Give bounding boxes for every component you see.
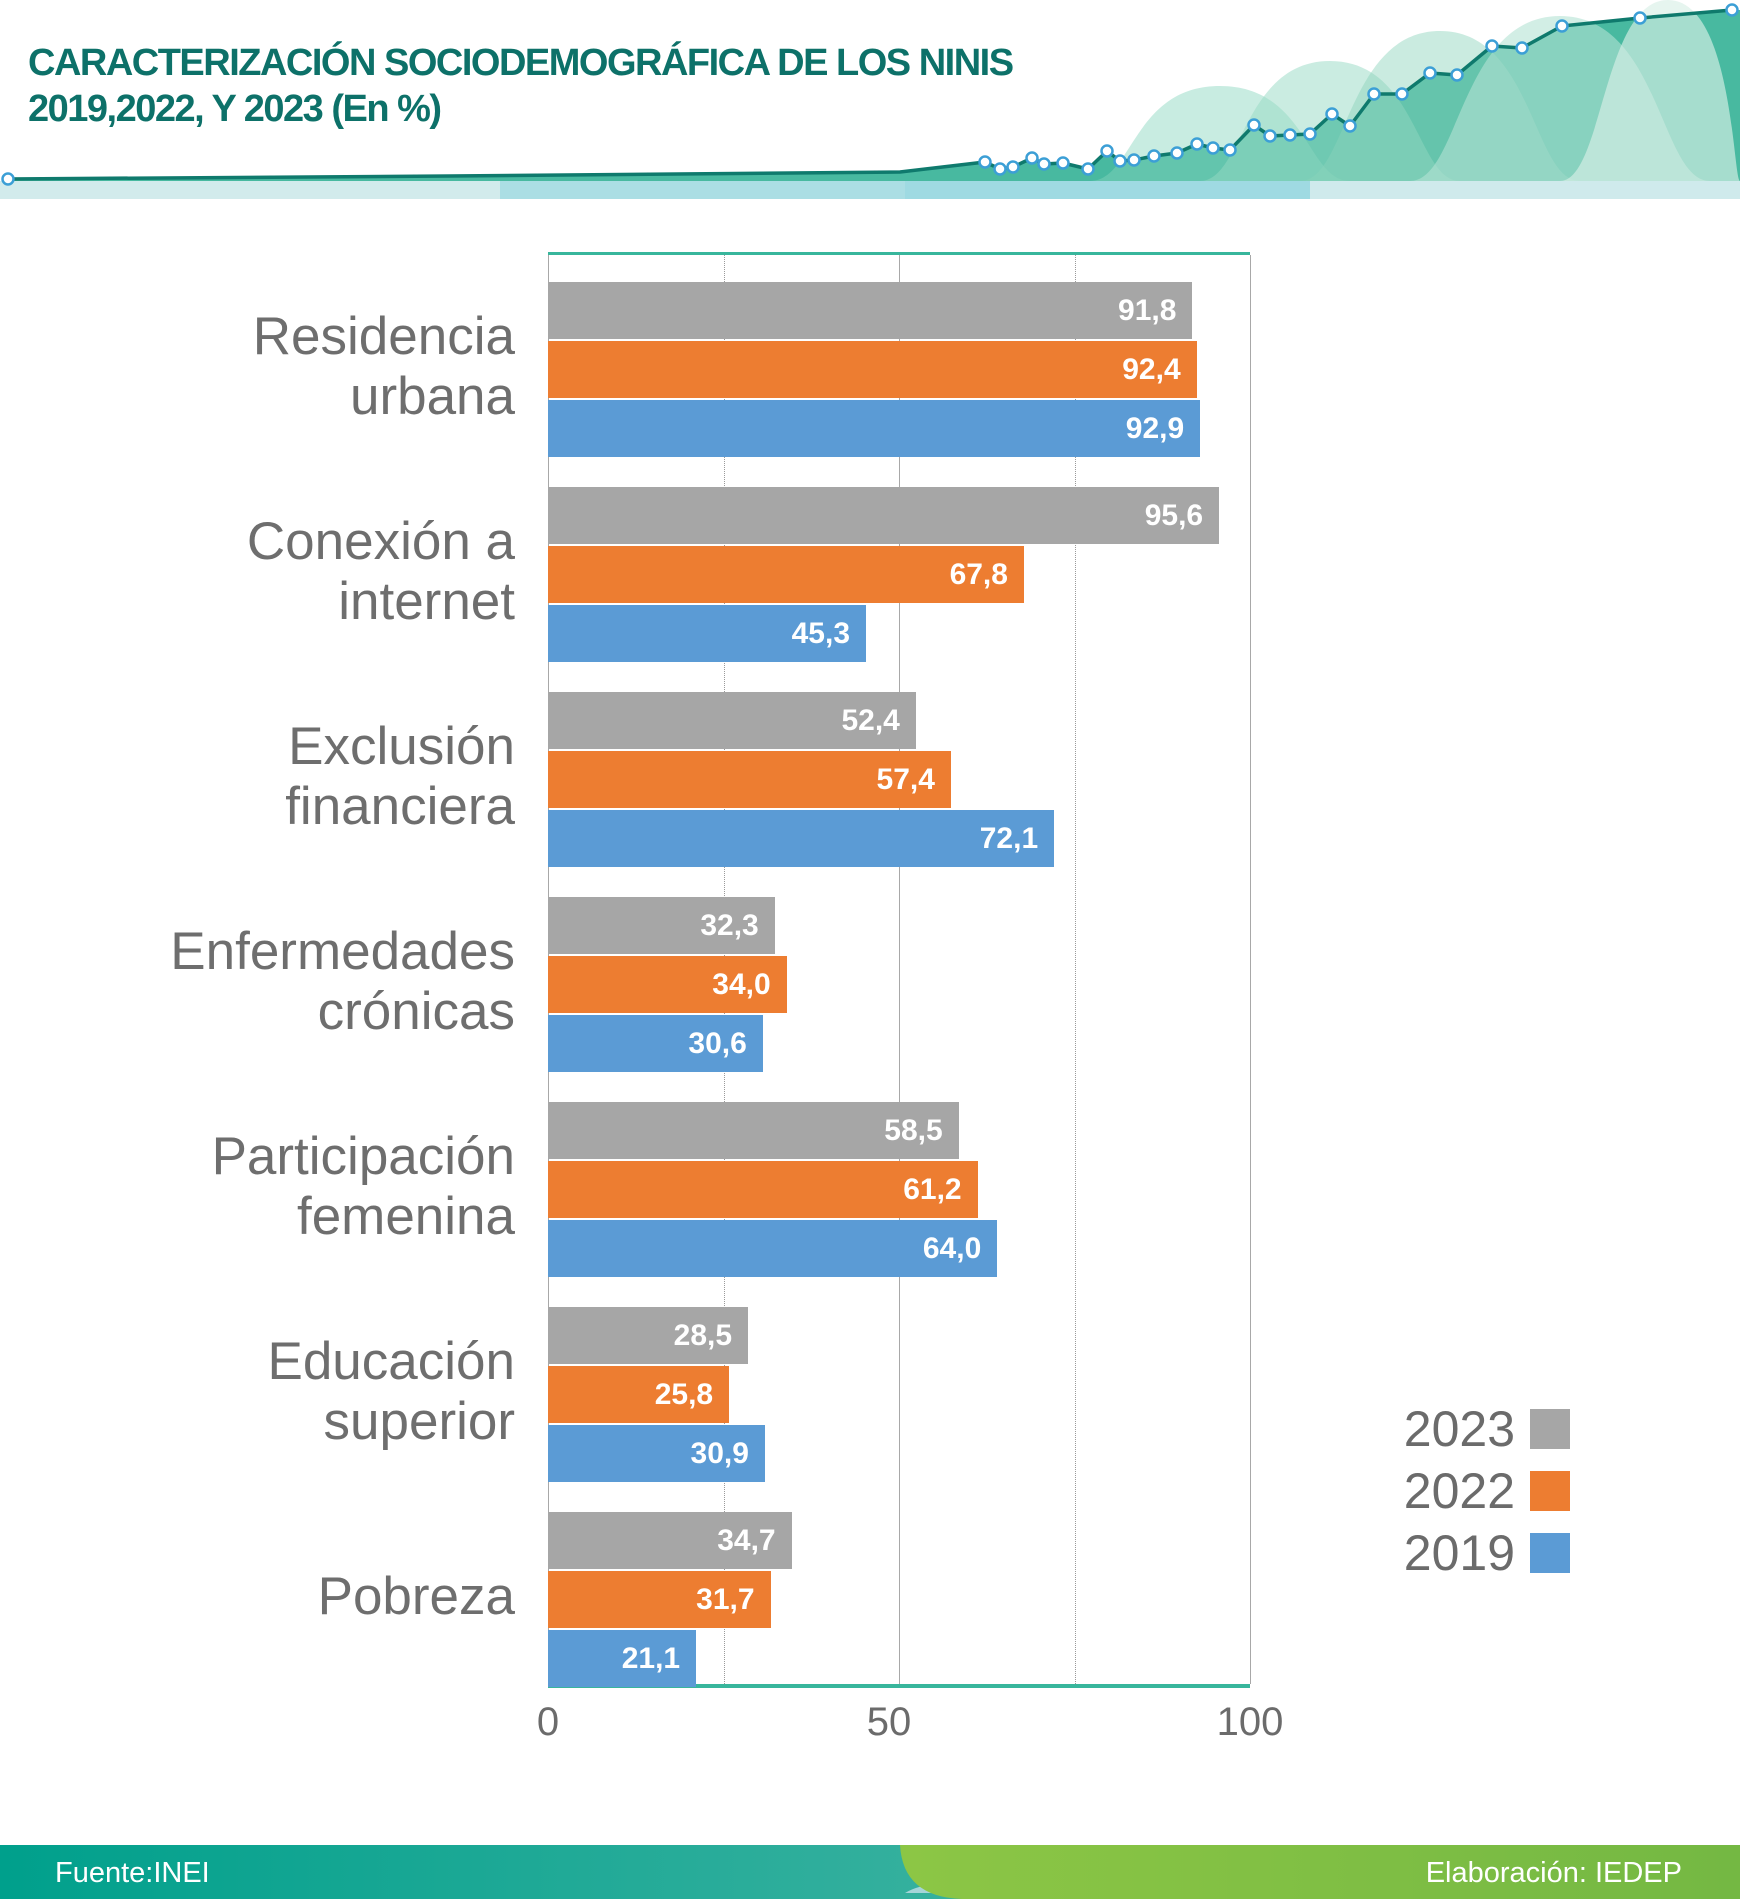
bar-value-label: 61,2 [903,1172,962,1206]
category-row: Enfermedades crónicas 32,3 34,0 30,6 [0,867,1250,1072]
bar-group: 32,3 34,0 30,6 [548,867,1250,1072]
bar-2023: 95,6 [548,487,1220,544]
plot-rows: Residencia urbana 91,8 92,4 92,9 Conexión a in… [0,252,1250,1688]
legend-item-2019: 2019 [1330,1522,1570,1584]
gridline-75 [1074,255,1076,1684]
bar-2023: 32,3 [548,897,775,954]
bar-value-label: 34,0 [712,967,771,1001]
x-axis: 0 50 100 [0,1700,1740,1750]
bar-value-label: 57,4 [876,762,935,796]
bar-value-label: 45,3 [791,616,850,650]
bar-value-label: 28,5 [673,1318,733,1352]
legend-label: 2023 [1403,1401,1515,1457]
bar-value-label: 58,5 [884,1113,943,1147]
page-title: CARACTERIZACIÓN SOCIODEMOGRÁFICA DE LOS … [28,40,1014,132]
bar-group: 91,8 92,4 92,9 [548,252,1250,457]
category-label: Pobreza [317,1566,515,1626]
category-label: Residencia urbana [252,306,515,426]
bar-value-label: 21,1 [621,1641,681,1675]
bar-2023: 91,8 [548,282,1193,339]
bar-2019: 30,9 [548,1425,765,1482]
footer-bar: Fuente:INEI Elaboración: IEDEP [0,1845,1740,1899]
x-tick-50: 50 [866,1700,912,1744]
footer-elaboration: Elaboración: IEDEP [1425,1857,1682,1889]
bar-value-label: 52,4 [841,703,900,737]
bar-value-label: 34,7 [717,1523,776,1557]
bar-value-label: 92,9 [1125,411,1185,445]
x-tick-0: 0 [536,1700,560,1744]
bar-2023: 58,5 [548,1102,959,1159]
gridline-100 [1250,255,1251,1684]
bar-2019: 92,9 [548,400,1201,457]
title-line-2: 2019,2022, Y 2023 (En %) [28,88,442,130]
bar-2019: 64,0 [548,1220,998,1277]
bar-2022: 31,7 [548,1571,771,1628]
footer-background [0,1845,1740,1899]
bar-value-label: 67,8 [949,557,1008,591]
bar-value-label: 64,0 [922,1231,982,1265]
legend-label: 2019 [1403,1525,1515,1581]
bar-2023: 52,4 [548,692,916,749]
bar-2023: 28,5 [548,1307,749,1364]
bar-group: 58,5 61,2 64,0 [548,1072,1250,1277]
bar-value-label: 25,8 [654,1377,714,1411]
bar-2019: 21,1 [548,1630,697,1687]
category-label: Exclusión financiera [285,716,515,836]
bar-2022: 92,4 [548,341,1197,398]
bar-group: 34,7 31,7 21,1 [548,1482,1250,1687]
title-line-1: CARACTERIZACIÓN SOCIODEMOGRÁFICA DE LOS … [28,42,1014,84]
x-tick-100: 100 [1216,1700,1284,1744]
category-label: Enfermedades crónicas [170,921,515,1041]
bar-value-label: 95,6 [1144,498,1204,532]
bar-2022: 34,0 [548,956,787,1013]
bar-value-label: 30,9 [690,1436,749,1470]
bar-2019: 45,3 [548,605,866,662]
legend-item-2022: 2022 [1330,1460,1570,1522]
legend: 2023 2022 2019 [1330,1398,1570,1584]
category-label: Educación superior [267,1331,515,1451]
bar-group: 28,5 25,8 30,9 [548,1277,1250,1482]
bar-group: 52,4 57,4 72,1 [548,662,1250,867]
bar-value-label: 91,8 [1118,293,1177,327]
bar-value-label: 92,4 [1122,352,1181,386]
category-row: Pobreza 34,7 31,7 21,1 [0,1482,1250,1687]
bar-group: 95,6 67,8 45,3 [548,457,1250,662]
category-label: Conexión a internet [246,511,515,631]
bar-value-label: 31,7 [696,1582,755,1616]
bar-2022: 61,2 [548,1161,978,1218]
footer-source: Fuente:INEI [55,1857,210,1889]
category-row: Residencia urbana 91,8 92,4 92,9 [0,252,1250,457]
bar-2019: 72,1 [548,810,1055,867]
bar-value-label: 30,6 [688,1026,747,1060]
bar-2022: 67,8 [548,546,1024,603]
category-row: Participación femenina 58,5 61,2 64,0 [0,1072,1250,1277]
bar-2023: 34,7 [548,1512,792,1569]
category-row: Conexión a internet 95,6 67,8 45,3 [0,457,1250,662]
bar-2022: 57,4 [548,751,951,808]
bar-value-label: 72,1 [979,821,1039,855]
legend-swatch [1530,1471,1570,1511]
legend-swatch [1530,1533,1570,1573]
category-label: Participación femenina [211,1126,515,1246]
category-row: Exclusión financiera 52,4 57,4 72,1 [0,662,1250,867]
legend-item-2023: 2023 [1330,1398,1570,1460]
bar-value-label: 32,3 [700,908,759,942]
category-row: Educación superior 28,5 25,8 30,9 [0,1277,1250,1482]
bar-2019: 30,6 [548,1015,763,1072]
legend-label: 2022 [1403,1463,1515,1519]
gridline-50 [899,255,900,1684]
legend-swatch [1530,1409,1570,1449]
bar-2022: 25,8 [548,1366,730,1423]
